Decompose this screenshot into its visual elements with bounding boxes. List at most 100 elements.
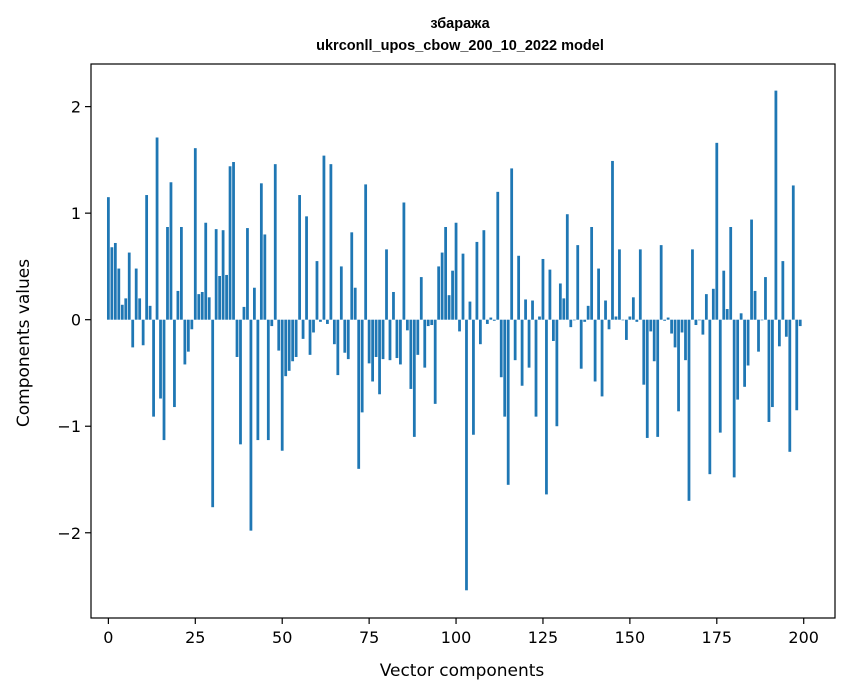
bar-142 xyxy=(600,319,604,397)
bar-82 xyxy=(392,291,395,320)
x-tick-label: 0 xyxy=(103,628,113,647)
bar-121 xyxy=(527,319,531,368)
bar-154 xyxy=(642,319,646,385)
bar-37 xyxy=(235,319,239,357)
bar-58 xyxy=(308,319,312,355)
bar-122 xyxy=(531,300,534,320)
bar-94 xyxy=(433,319,437,404)
bar-196 xyxy=(788,319,792,452)
bar-156 xyxy=(649,319,653,332)
bar-141 xyxy=(597,268,600,320)
bar-30 xyxy=(211,319,215,508)
y-tick-label: 2 xyxy=(71,98,81,117)
bar-88 xyxy=(412,319,416,437)
bar-194 xyxy=(781,261,785,320)
bar-103 xyxy=(465,319,468,591)
bar-72 xyxy=(357,319,361,469)
bar-68 xyxy=(343,319,347,353)
x-tick-label: 50 xyxy=(272,628,292,647)
bar-166 xyxy=(684,319,687,361)
bar-33 xyxy=(221,230,225,320)
bar-171 xyxy=(701,319,705,335)
bar-158 xyxy=(656,319,660,437)
bar-134 xyxy=(572,319,576,321)
x-axis-label: Vector components xyxy=(380,661,545,681)
bar-95 xyxy=(437,266,441,320)
bar-78 xyxy=(378,319,381,395)
bar-149 xyxy=(625,319,628,340)
bar-198 xyxy=(795,319,799,411)
bar-27 xyxy=(200,291,204,320)
bar-117 xyxy=(513,319,517,361)
bar-14 xyxy=(155,137,159,320)
bar-23 xyxy=(186,319,190,352)
bar-188 xyxy=(760,319,764,321)
bar-60 xyxy=(315,261,319,320)
bar-54 xyxy=(294,319,298,357)
bar-113 xyxy=(499,319,503,378)
bar-169 xyxy=(694,319,698,326)
bar-3 xyxy=(117,268,121,320)
bar-150 xyxy=(628,316,632,320)
bar-92 xyxy=(426,319,430,327)
plot-frame xyxy=(90,63,836,619)
y-axis-label: Components values xyxy=(14,259,34,427)
y-tick-label: −2 xyxy=(57,524,81,543)
bar-35 xyxy=(228,166,232,320)
bar-52 xyxy=(287,319,291,371)
bar-189 xyxy=(764,277,767,320)
bar-0 xyxy=(106,197,110,320)
bar-24 xyxy=(190,319,194,330)
bar-126 xyxy=(545,319,548,495)
bar-31 xyxy=(214,229,218,320)
bar-48 xyxy=(273,164,277,320)
bar-53 xyxy=(291,319,295,362)
bar-144 xyxy=(607,319,611,330)
bar-159 xyxy=(659,245,663,320)
bar-195 xyxy=(784,319,788,337)
bar-9 xyxy=(138,298,142,320)
bar-45 xyxy=(263,234,267,320)
bar-70 xyxy=(350,232,354,320)
bar-162 xyxy=(670,319,673,334)
bar-32 xyxy=(218,276,222,320)
bar-173 xyxy=(708,319,712,475)
bar-57 xyxy=(305,216,308,320)
bar-101 xyxy=(458,319,461,332)
bar-197 xyxy=(791,185,795,320)
bar-66 xyxy=(336,319,340,376)
bar-39 xyxy=(242,306,246,320)
bar-56 xyxy=(301,319,305,339)
bar-99 xyxy=(451,270,454,320)
bar-76 xyxy=(371,319,374,382)
bar-190 xyxy=(767,319,771,422)
bar-112 xyxy=(496,191,500,320)
bar-49 xyxy=(277,319,281,351)
bar-34 xyxy=(225,274,228,320)
bar-51 xyxy=(284,319,288,377)
bar-104 xyxy=(468,301,472,320)
bar-153 xyxy=(638,249,642,320)
bar-128 xyxy=(552,319,555,341)
bar-40 xyxy=(246,228,249,320)
bar-145 xyxy=(611,160,614,320)
bar-1 xyxy=(110,247,114,320)
bar-184 xyxy=(746,319,750,366)
x-tick-label: 25 xyxy=(185,628,205,647)
bar-10 xyxy=(141,319,145,346)
y-tick-label: −1 xyxy=(57,417,81,436)
bar-192 xyxy=(774,90,778,320)
bar-146 xyxy=(614,316,618,320)
bar-165 xyxy=(680,319,684,333)
x-axis-ticks: 0 25 50 75 100 125 150 175 200 xyxy=(103,618,819,647)
bar-174 xyxy=(711,288,715,320)
bar-96 xyxy=(440,252,444,320)
bar-21 xyxy=(180,227,183,320)
bar-143 xyxy=(604,300,607,320)
bar-20 xyxy=(176,290,180,320)
bar-127 xyxy=(548,269,552,320)
bar-87 xyxy=(409,319,413,389)
bar-5 xyxy=(124,298,128,320)
bar-90 xyxy=(419,277,423,320)
